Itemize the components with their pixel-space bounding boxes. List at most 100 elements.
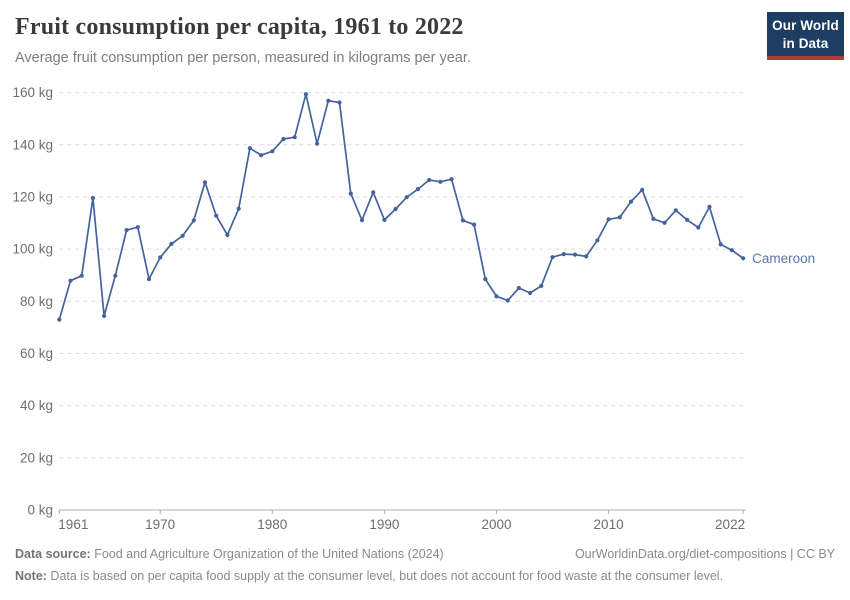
data-point (696, 225, 701, 230)
x-tick-label: 1980 (257, 517, 287, 532)
y-tick-label: 80 kg (20, 294, 53, 309)
data-point (628, 199, 634, 204)
data-point (326, 98, 331, 103)
data-point (315, 141, 320, 146)
data-point (202, 180, 208, 185)
x-tick-label: 1961 (58, 517, 88, 532)
data-point (741, 256, 746, 261)
chart-subtitle: Average fruit consumption per person, me… (15, 50, 471, 66)
data-point (191, 218, 196, 223)
data-point (584, 254, 589, 259)
data-point (135, 225, 140, 230)
data-point (337, 100, 342, 105)
y-tick-label: 100 kg (12, 242, 53, 257)
footer-source-row: Data source: Food and Agriculture Organi… (15, 546, 835, 563)
data-point (494, 294, 499, 299)
data-point (214, 213, 219, 218)
data-point (393, 206, 398, 212)
y-axis-labels: 0 kg 20 kg 40 kg 60 kg 80 kg 100 kg 120 kg 140 … (12, 85, 53, 517)
data-point (729, 248, 735, 253)
data-point (505, 298, 510, 303)
data-line-cameroon (58, 93, 744, 321)
data-point (102, 313, 107, 318)
x-axis-ticks (58, 510, 744, 514)
data-point (146, 277, 152, 282)
data-point (561, 252, 566, 257)
data-point (438, 179, 443, 184)
data-point (673, 208, 678, 213)
data-point (427, 177, 432, 183)
x-tick-label: 2000 (481, 517, 511, 532)
data-point (225, 232, 230, 238)
data-point (68, 278, 73, 283)
y-tick-label: 20 kg (20, 450, 53, 465)
data-point (259, 153, 264, 158)
data-point (180, 233, 185, 238)
data-point (617, 215, 622, 220)
x-tick-label: 2010 (594, 517, 624, 532)
data-source-label: Data source: (15, 547, 91, 561)
data-point (281, 136, 286, 142)
data-point (79, 273, 84, 278)
owid-logo-line2: in Data (782, 35, 829, 51)
data-point (359, 218, 365, 223)
data-point (449, 177, 454, 182)
data-points (57, 92, 746, 322)
data-point (550, 255, 555, 260)
data-point (124, 228, 129, 233)
data-point (247, 146, 252, 151)
y-tick-label: 0 kg (27, 503, 53, 518)
data-point (57, 317, 62, 322)
data-point (460, 218, 465, 223)
y-tick-label: 60 kg (20, 346, 53, 361)
data-point (707, 204, 712, 209)
y-tick-label: 40 kg (20, 398, 53, 413)
data-point (539, 283, 544, 288)
x-tick-label: 1970 (145, 517, 175, 532)
owid-logo-red-bar (767, 56, 844, 61)
data-point (415, 187, 421, 192)
data-point (718, 242, 723, 247)
data-point (158, 255, 163, 260)
series-label-cameroon: Cameroon (752, 251, 815, 266)
data-point (516, 285, 522, 291)
y-tick-label: 120 kg (12, 189, 53, 204)
y-tick-label: 140 kg (12, 137, 53, 152)
data-point (382, 217, 387, 222)
owid-logo-text: Our World in Data (767, 12, 844, 57)
x-tick-label: 2022 (715, 517, 745, 532)
data-point (606, 217, 611, 222)
data-point (169, 241, 174, 246)
data-point (404, 195, 409, 200)
note-label: Note: (15, 568, 47, 583)
data-point (662, 220, 667, 225)
x-axis-labels: 1961 1970 1980 1990 2000 2010 2022 (58, 517, 745, 532)
line-chart: 0 kg 20 kg 40 kg 60 kg 80 kg 100 kg 120 kg 140 … (12, 85, 815, 532)
data-point (292, 135, 297, 140)
data-point (685, 217, 690, 222)
data-point (572, 252, 578, 257)
y-gridlines (59, 92, 746, 511)
data-source-line: Data source: Food and Agriculture Organi… (15, 546, 444, 563)
data-point (472, 222, 477, 227)
data-point (303, 92, 308, 97)
x-tick-label: 1990 (369, 517, 399, 532)
data-point (90, 195, 95, 201)
owid-logo-line1: Our World (772, 18, 839, 33)
chart-header: Fruit consumption per capita, 1961 to 20… (15, 14, 755, 66)
y-tick-label: 160 kg (12, 85, 53, 100)
data-point (371, 190, 376, 195)
chart-footer: Data source: Food and Agriculture Organi… (15, 546, 835, 585)
data-point (640, 187, 645, 192)
data-point (483, 277, 488, 282)
data-point (595, 238, 600, 243)
footer-note-row: Note: Data is based on per capita food s… (15, 568, 835, 585)
data-point (651, 216, 656, 221)
owid-logo[interactable]: Our World in Data (767, 12, 844, 61)
note-text: Data is based on per capita food supply … (46, 568, 724, 583)
data-point (270, 149, 275, 154)
data-point (528, 290, 533, 296)
owid-url-link[interactable]: OurWorldinData.org/diet-compositions | C… (574, 547, 835, 561)
data-source-text: Food and Agriculture Organization of the… (90, 547, 444, 561)
